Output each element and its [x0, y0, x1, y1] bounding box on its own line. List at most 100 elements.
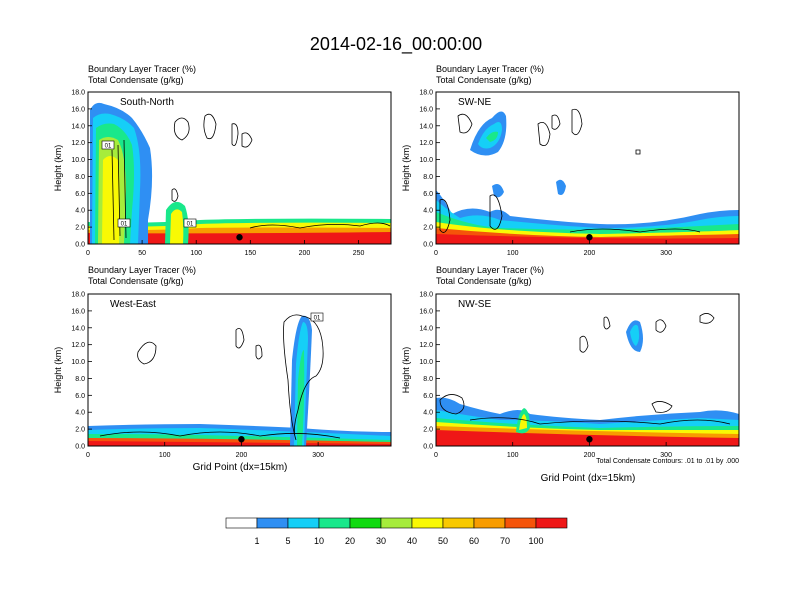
- plume: [630, 324, 640, 346]
- panel-subtitle-line1: Boundary Layer Tracer (%): [88, 64, 196, 74]
- x-tick-label: 150: [244, 250, 256, 257]
- y-tick-label: 10.0: [419, 359, 433, 366]
- contour-line: [537, 121, 551, 147]
- panel-subtitle-line2: Total Condensate (g/kg): [88, 276, 184, 286]
- contour-line: [439, 394, 465, 415]
- colorbar-swatch: [225, 517, 258, 529]
- panel-sw-ne: Boundary Layer Tracer (%) Total Condensa…: [401, 64, 740, 258]
- y-tick-label: 8.0: [75, 376, 85, 383]
- y-tick-label: 0.0: [423, 242, 433, 249]
- panel-label: SW-NE: [458, 97, 491, 108]
- contour-label: 01: [314, 316, 321, 322]
- colorbar-label: 10: [314, 536, 324, 546]
- panel-subtitle-line1: Boundary Layer Tracer (%): [88, 265, 196, 275]
- contour-line: [255, 344, 263, 360]
- x-tick-label: 300: [660, 250, 672, 257]
- x-tick-label: 200: [236, 452, 248, 459]
- y-tick-label: 2.0: [423, 427, 433, 434]
- panel-subtitle-line2: Total Condensate (g/kg): [436, 75, 532, 85]
- shade-band: [88, 441, 391, 446]
- colorbar-label: 60: [469, 536, 479, 546]
- y-tick-label: 14.0: [419, 123, 433, 130]
- x-tick-label: 100: [507, 452, 519, 459]
- plot-frame: [87, 293, 392, 447]
- panel-subtitle-line2: Total Condensate (g/kg): [88, 75, 184, 85]
- y-tick-label: 8.0: [75, 174, 85, 181]
- colorbar-swatch: [287, 517, 320, 529]
- y-tick-label: 0.0: [423, 444, 433, 451]
- colorbar-label: 70: [500, 536, 510, 546]
- y-tick-label: 12.0: [419, 342, 433, 349]
- axis-ticks: 0 50 100 150 200 250 0.0 2.0 4.0 6.0 8.0 10.0 12.0 14…: [71, 90, 364, 258]
- y-axis-label: Height (km): [401, 347, 411, 394]
- colorbar-swatch: [318, 517, 351, 529]
- y-axis-label: Height (km): [53, 145, 63, 192]
- contour-line: [551, 114, 561, 130]
- x-tick-label: 200: [584, 250, 596, 257]
- panel-label: South-North: [120, 97, 174, 108]
- colorbar-swatch: [442, 517, 475, 529]
- condensate-contours: [111, 113, 391, 241]
- colorbar-swatch: [349, 517, 382, 529]
- colorbar-swatch: [411, 517, 444, 529]
- y-tick-label: 6.0: [75, 191, 85, 198]
- colorbar-swatch: [473, 517, 506, 529]
- contour-line: [203, 113, 217, 140]
- colorbar-label: 40: [407, 536, 417, 546]
- field-south-north: 01 01 01: [88, 102, 391, 244]
- colorbar-label: 5: [285, 536, 290, 546]
- y-tick-label: 4.0: [423, 208, 433, 215]
- contour-line: [655, 319, 667, 333]
- panel-south-north: Boundary Layer Tracer (%) Total Condensa…: [53, 64, 392, 258]
- plume: [102, 156, 120, 244]
- y-tick-label: 4.0: [75, 410, 85, 417]
- plot-frame: [435, 293, 740, 447]
- figure-title: 2014-02-16_00:00:00: [310, 34, 482, 55]
- x-tick-label: 300: [312, 452, 324, 459]
- y-tick-label: 4.0: [423, 410, 433, 417]
- panel-subtitle-line1: Boundary Layer Tracer (%): [436, 64, 544, 74]
- y-tick-label: 6.0: [75, 393, 85, 400]
- y-tick-label: 12.0: [419, 140, 433, 147]
- y-tick-label: 16.0: [419, 106, 433, 113]
- y-tick-label: 16.0: [419, 308, 433, 315]
- contour-line: [571, 108, 583, 136]
- plot-frame: [435, 91, 740, 245]
- contour-label-box: [183, 218, 197, 228]
- x-tick-label: 200: [584, 452, 596, 459]
- y-tick-label: 14.0: [71, 123, 85, 130]
- contour-line: [171, 188, 179, 202]
- colorbar-label: 20: [345, 536, 355, 546]
- y-tick-label: 6.0: [423, 393, 433, 400]
- contour-line: [651, 401, 673, 413]
- contour-line: [439, 199, 451, 233]
- contour-line: [699, 313, 715, 324]
- y-tick-label: 16.0: [71, 106, 85, 113]
- y-axis-label: Height (km): [401, 145, 411, 192]
- contour-line: [603, 316, 611, 330]
- y-tick-label: 18.0: [71, 90, 85, 97]
- x-axis-label: Grid Point (dx=15km): [193, 462, 288, 473]
- axis-ticks: 0 100 200 300 0.0 2.0 4.0 6.0 8.0 10.0 12.0 14.0 16.…: [419, 90, 672, 258]
- plume: [556, 179, 566, 195]
- contour-label: 01: [187, 222, 194, 228]
- colorbar-swatch: [256, 517, 289, 529]
- contour-line: [173, 117, 190, 141]
- plume: [519, 414, 527, 430]
- panel-subtitle-line2: Total Condensate (g/kg): [436, 276, 532, 286]
- y-tick-label: 8.0: [423, 376, 433, 383]
- plume: [492, 184, 504, 198]
- axis-ticks: 0 100 200 300 0.0 2.0 4.0 6.0 8.0 10.0 12.0 14.0 16.…: [419, 292, 672, 460]
- plume: [170, 209, 184, 244]
- axis-ticks: 0 100 200 300 0.0 2.0 4.0 6.0 8.0 10.0 12.0 14.0 16.…: [71, 292, 324, 460]
- y-tick-label: 0.0: [75, 444, 85, 451]
- contour-line: [635, 149, 641, 155]
- y-tick-label: 18.0: [71, 292, 85, 299]
- contour-line: [569, 228, 701, 233]
- panel-label: West-East: [110, 299, 156, 310]
- plot-frame: [87, 91, 392, 245]
- contour-line: [137, 341, 157, 365]
- colorbar-swatch: [380, 517, 413, 529]
- y-tick-label: 12.0: [71, 342, 85, 349]
